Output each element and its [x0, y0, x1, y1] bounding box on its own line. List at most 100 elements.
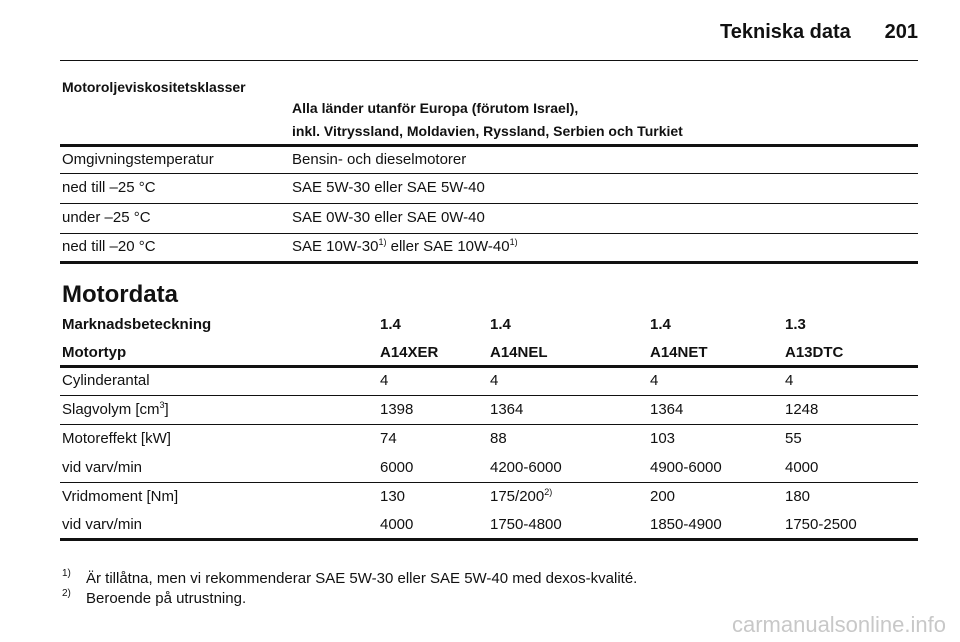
table-cell: 4 — [785, 372, 793, 390]
table-cell: 103 — [650, 430, 675, 448]
cell-text: vid varv/min — [62, 516, 143, 533]
table-cell: 88 — [490, 430, 507, 448]
table-rule — [60, 395, 918, 396]
cell-text: Cylinderantal — [62, 372, 150, 389]
cell-text: ] — [164, 401, 169, 418]
footnote-ref: 1) — [509, 237, 518, 247]
cell-text: 4 — [380, 372, 389, 389]
column-header: 1.4 — [650, 316, 671, 333]
table-cell: vid varv/min — [62, 516, 142, 534]
cell-text: 4000 — [380, 516, 414, 533]
column-header: 1.4 — [380, 316, 401, 333]
region-line: Alla länder utanför Europa (förutom Isra… — [292, 100, 579, 116]
cell-text: 130 — [380, 487, 406, 505]
table-rule — [60, 481, 918, 483]
footnote-text: Beroende på utrustning. — [86, 590, 247, 607]
cell-text: 1750-4800 — [490, 516, 562, 533]
cell-text: SAE 10W-30 — [292, 238, 379, 255]
cell-text: SAE 5W-30 eller SAE 5W-40 — [292, 179, 485, 196]
table-cell: SAE 10W-301) eller SAE 10W-401) — [292, 238, 518, 256]
oil-title: Motoroljeviskositetsklasser — [62, 79, 246, 95]
table-cell: under –25 °C — [62, 209, 151, 227]
table-cell: 1364 — [490, 401, 523, 419]
table-cell: 4000 — [785, 459, 818, 477]
table-rule — [60, 365, 918, 368]
region-line: inkl. Vitryssland, Moldavien, Ryssland, … — [292, 123, 683, 139]
column-header: 1.4 — [490, 316, 511, 333]
cell-text: 1248 — [785, 401, 819, 418]
table-cell: ned till –25 °C — [62, 179, 156, 197]
table-cell: 1750-2500 — [785, 516, 857, 534]
table-rule — [60, 424, 918, 425]
column-header: 1.3 — [785, 316, 806, 333]
column-header: A14NEL — [490, 344, 548, 361]
table-cell: 74 — [380, 430, 397, 448]
cell-text: SAE 0W-30 eller SAE 0W-40 — [292, 208, 485, 226]
table-cell: 200 — [650, 488, 675, 506]
cell-text: under –25 °C — [62, 208, 151, 226]
table-cell: Cylinderantal — [62, 372, 150, 390]
cell-text: 1398 — [380, 401, 414, 418]
cell-text: 200 — [650, 487, 676, 505]
cell-text: 180 — [785, 487, 811, 505]
cell-text: 4 — [650, 372, 659, 389]
column-header: Omgivningstemperatur — [62, 151, 214, 168]
cell-text: ned till –20 °C — [62, 238, 156, 255]
cell-text: 4 — [785, 372, 794, 389]
footnote-mark: 2) — [62, 588, 71, 599]
table-cell: ned till –20 °C — [62, 238, 156, 256]
table-cell: 1850-4900 — [650, 516, 722, 534]
table-cell: 55 — [785, 430, 802, 448]
table-rule — [60, 538, 918, 541]
footnote-text: Är tillåtna, men vi rekommenderar SAE 5W… — [86, 570, 638, 587]
table-cell: vid varv/min — [62, 459, 142, 477]
table-cell: 175/2002) — [490, 487, 552, 506]
cell-text: eller SAE 10W-40 — [386, 238, 510, 255]
engine-title: Motordata — [62, 281, 178, 308]
table-cell: Slagvolym [cm3] — [62, 401, 169, 419]
cell-text: 4 — [490, 372, 499, 389]
table-rule — [60, 232, 918, 234]
cell-text: 175/200 — [490, 487, 545, 505]
table-cell: 4 — [490, 372, 498, 390]
cell-text: Motoreffekt [kW] — [62, 430, 171, 447]
table-rule — [60, 173, 918, 174]
cell-text: Slagvolym [cm — [62, 401, 160, 418]
cell-text: 6000 — [380, 458, 414, 476]
table-rule — [60, 144, 918, 147]
table-cell: 130 — [380, 488, 405, 506]
section-title: Tekniska data — [720, 21, 851, 43]
column-header: Marknadsbeteckning — [62, 316, 212, 333]
table-cell: SAE 5W-30 eller SAE 5W-40 — [292, 179, 485, 197]
column-header: Motortyp — [62, 344, 127, 361]
cell-text: 4000 — [785, 458, 819, 476]
table-cell: 4900-6000 — [650, 459, 722, 477]
header-rule — [60, 60, 918, 61]
footnote-ref: 1) — [378, 237, 387, 247]
table-cell: 1750-4800 — [490, 516, 562, 534]
table-cell: 4200-6000 — [490, 459, 562, 477]
table-cell: 1398 — [380, 401, 413, 419]
cell-text: 4200-6000 — [490, 458, 562, 476]
footnote-mark: 1) — [62, 568, 71, 579]
table-cell: Motoreffekt [kW] — [62, 430, 171, 448]
cell-text: ned till –25 °C — [62, 179, 156, 196]
table-cell: 4000 — [380, 516, 413, 534]
table-cell: 1364 — [650, 401, 683, 419]
cell-text: 1850-4900 — [650, 516, 722, 533]
table-cell: 6000 — [380, 459, 413, 477]
cell-text: 1364 — [490, 401, 524, 418]
table-cell: 4 — [650, 372, 658, 390]
cell-text: 88 — [490, 430, 507, 447]
cell-text: vid varv/min — [62, 458, 143, 476]
column-header: A13DTC — [785, 344, 844, 361]
column-header: A14XER — [380, 344, 439, 361]
watermark: carmanualsonline.info — [731, 612, 946, 637]
table-cell: SAE 0W-30 eller SAE 0W-40 — [292, 209, 485, 227]
cell-text: 74 — [380, 430, 397, 447]
table-cell: Vridmoment [Nm] — [62, 488, 178, 506]
cell-text: 55 — [785, 430, 802, 447]
footnote-ref: 3 — [159, 400, 165, 410]
table-rule — [60, 203, 918, 204]
